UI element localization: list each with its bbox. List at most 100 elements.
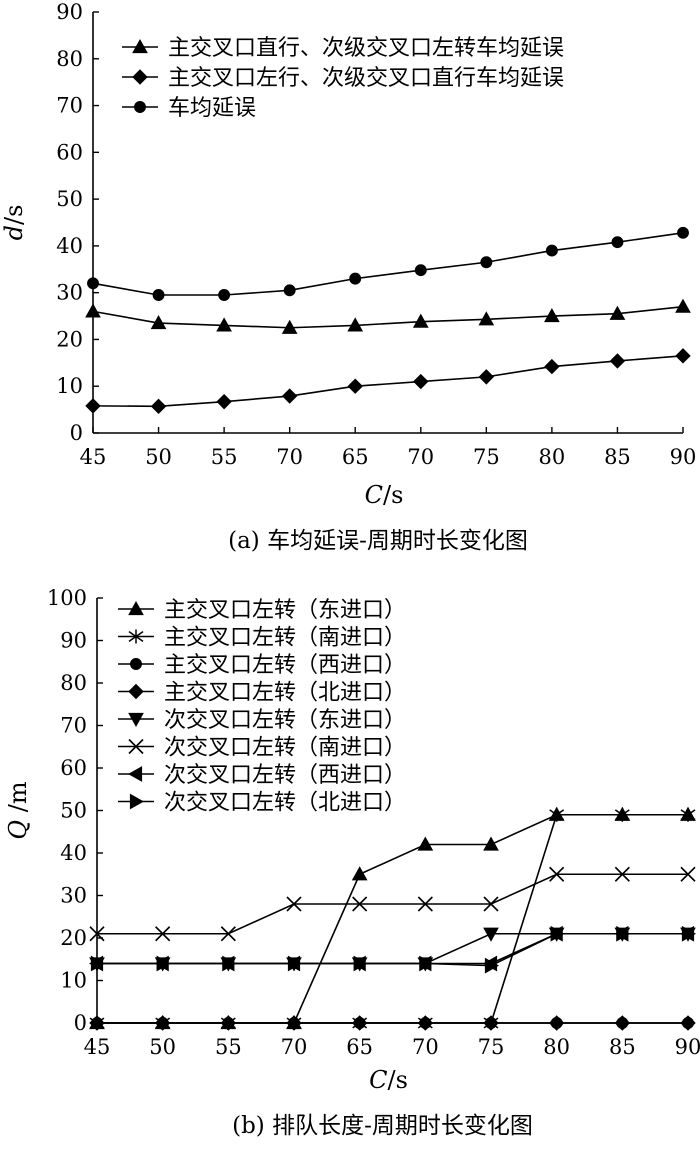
y-tick-label: 50	[60, 799, 87, 823]
legend-item: 次交叉口左转（南进口）	[118, 736, 406, 761]
data-point	[484, 957, 500, 974]
series-5	[89, 866, 696, 942]
data-point	[283, 284, 296, 297]
data-point	[89, 926, 105, 942]
data-point	[351, 1015, 368, 1031]
data-point	[550, 925, 565, 942]
legend-item: 主交叉口左转（东进口）	[118, 598, 406, 623]
legend-label: 主交叉口左转（东进口）	[164, 598, 406, 623]
y-tick-label: 90	[56, 0, 83, 24]
data-point	[680, 866, 696, 882]
data-point	[675, 298, 691, 313]
series-line	[97, 813, 688, 1024]
y-tick-label: 10	[60, 969, 87, 993]
x-tick-label: 45	[80, 445, 107, 469]
legend-label: 主交叉口左行、次级交叉口直行车均延误	[168, 66, 564, 91]
data-point	[281, 388, 298, 404]
legend-marker	[129, 793, 145, 810]
x-tick-label: 75	[478, 1035, 505, 1059]
series-0	[89, 806, 696, 1030]
y-tick-label: 70	[60, 714, 87, 738]
series-0	[85, 298, 691, 334]
y-axis-variable: d	[0, 225, 28, 240]
x-tick-label: 85	[604, 445, 631, 469]
data-point	[352, 896, 368, 912]
data-point	[544, 308, 560, 323]
data-point	[480, 256, 493, 269]
legend-marker	[128, 600, 144, 616]
data-point	[152, 289, 165, 301]
legend-marker	[128, 683, 144, 700]
x-tick-label: 55	[211, 445, 238, 469]
data-point	[287, 955, 303, 972]
y-axis-unit: /m	[4, 781, 32, 820]
data-point	[220, 1015, 237, 1031]
x-tick-label: 70	[407, 445, 434, 469]
data-point	[349, 272, 362, 285]
legend-item: 次交叉口左转（东进口）	[118, 708, 406, 733]
data-point	[681, 925, 697, 942]
data-point	[351, 866, 368, 881]
y-tick-label: 70	[56, 94, 83, 118]
data-point	[417, 896, 433, 912]
marker-stroke	[483, 896, 499, 912]
marker-stroke	[128, 738, 144, 755]
data-point	[222, 955, 237, 972]
x-axis-variable: C	[365, 481, 383, 509]
data-point	[154, 1015, 171, 1031]
x-tick-label: 50	[149, 1035, 176, 1059]
y-axis-label: d/s	[0, 205, 28, 241]
data-point	[614, 1015, 631, 1031]
data-point	[483, 1015, 499, 1031]
data-point	[216, 317, 232, 332]
y-tick-label: 0	[74, 1011, 87, 1035]
marker-stroke	[155, 926, 171, 942]
data-point	[675, 348, 691, 364]
marker-stroke	[614, 866, 630, 882]
y-tick-label: 30	[56, 281, 83, 305]
y-tick-label: 30	[60, 884, 87, 908]
x-tick-label: 80	[543, 1035, 570, 1059]
data-point	[677, 226, 689, 239]
data-point	[286, 1015, 302, 1031]
data-point	[545, 244, 558, 257]
legend-label: 次交叉口左转（北进口）	[164, 791, 406, 816]
data-point	[353, 955, 368, 972]
y-tick-label: 100	[47, 586, 87, 610]
data-point	[414, 264, 427, 277]
delay-chart: 0 10 20 30 40 50 60 70 80 90 45 50 55 70 65 70 75 80 85 90 C…	[0, 0, 697, 554]
y-tick-label: 20	[60, 926, 87, 950]
data-point	[89, 1015, 105, 1031]
legend-item: 次交叉口左转（北进口）	[118, 791, 406, 816]
legend-item: 主交叉口直行、次级交叉口左转车均延误	[122, 36, 564, 61]
y-tick-label: 20	[56, 327, 83, 351]
chart-caption: (a) 车均延误-周期时长变化图	[228, 528, 528, 554]
x-axis-label: C/s	[369, 1066, 408, 1094]
legend-label: 次交叉口左转（西进口）	[164, 763, 406, 788]
marker-stroke	[417, 896, 433, 912]
x-axis-variable: C	[369, 1066, 387, 1094]
legend-marker	[130, 658, 142, 670]
data-point	[478, 369, 495, 385]
data-point	[417, 836, 434, 851]
y-tick-label: 0	[70, 421, 83, 445]
data-point	[544, 358, 560, 375]
data-point	[614, 807, 630, 822]
x-tick-label: 65	[342, 445, 369, 469]
data-point	[155, 926, 171, 942]
x-tick-label: 55	[215, 1035, 242, 1059]
y-tick-label: 40	[60, 841, 87, 865]
series-line	[92, 231, 684, 296]
legend-item: 车均延误	[122, 96, 256, 121]
x-tick-label: 90	[670, 445, 697, 469]
y-tick-label: 50	[56, 187, 83, 211]
x-axis-unit: /s	[387, 1066, 407, 1094]
legend-marker	[134, 101, 146, 113]
x-tick-label: 85	[609, 1035, 636, 1059]
y-tick-label: 80	[60, 671, 87, 695]
legend-label: 主交叉口左转（西进口）	[164, 653, 406, 678]
data-point	[609, 353, 626, 369]
data-point	[150, 315, 167, 330]
marker-stroke	[286, 896, 302, 912]
x-axis-unit: /s	[383, 481, 403, 509]
